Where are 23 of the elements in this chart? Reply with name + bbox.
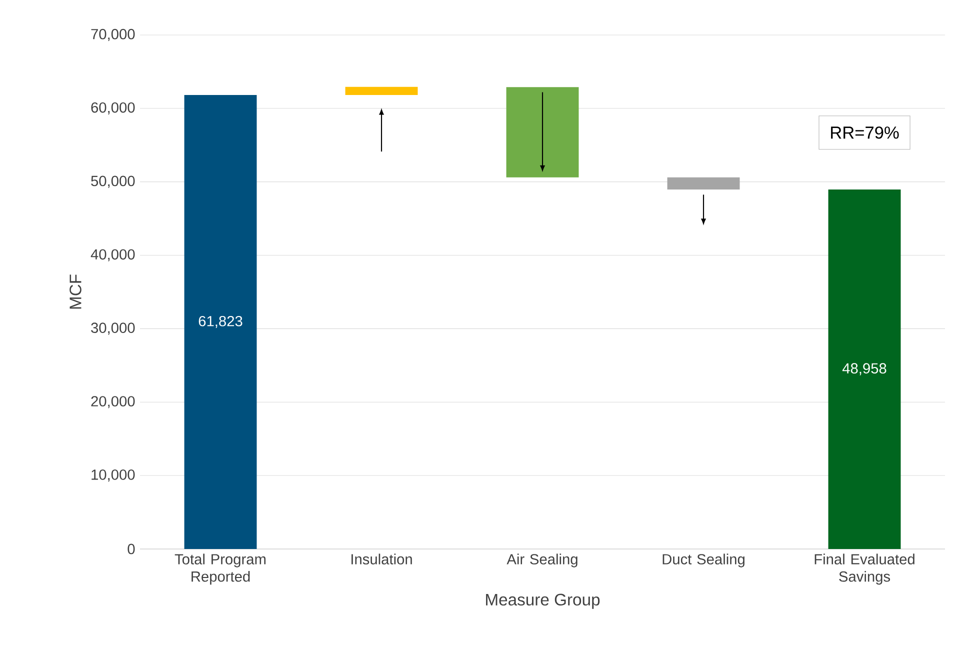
y-tick-label: 60,000 [91, 102, 135, 114]
y-tick-label: 40,000 [90, 249, 135, 262]
bar [506, 87, 579, 178]
bar [184, 95, 257, 549]
y-tick-label: 30,000 [91, 322, 135, 335]
y-tick-label: 50,000 [91, 176, 135, 188]
x-tick-label: Final Evaluated Savings [814, 554, 914, 585]
y-axis-title: MCF [70, 274, 82, 309]
x-tick-label: Insulation [352, 554, 412, 564]
y-tick-label: 10,000 [92, 470, 135, 482]
x-tick-label: Total Program Reported [174, 554, 266, 585]
x-tick-label: Duct Sealing [662, 554, 744, 568]
bar [345, 86, 418, 95]
bar [828, 189, 901, 549]
y-tick-label: 20,000 [91, 396, 135, 408]
x-axis-title: Measure Group [486, 594, 600, 609]
data-label: 61,823 [198, 316, 242, 328]
bar [667, 177, 740, 190]
x-tick-label: Air Sealing [506, 554, 578, 568]
y-tick-label: 70,000 [91, 28, 135, 42]
y-tick-label: 0 [128, 544, 135, 554]
data-label: 48,958 [842, 363, 886, 376]
annotation: RR=79% [831, 126, 899, 139]
